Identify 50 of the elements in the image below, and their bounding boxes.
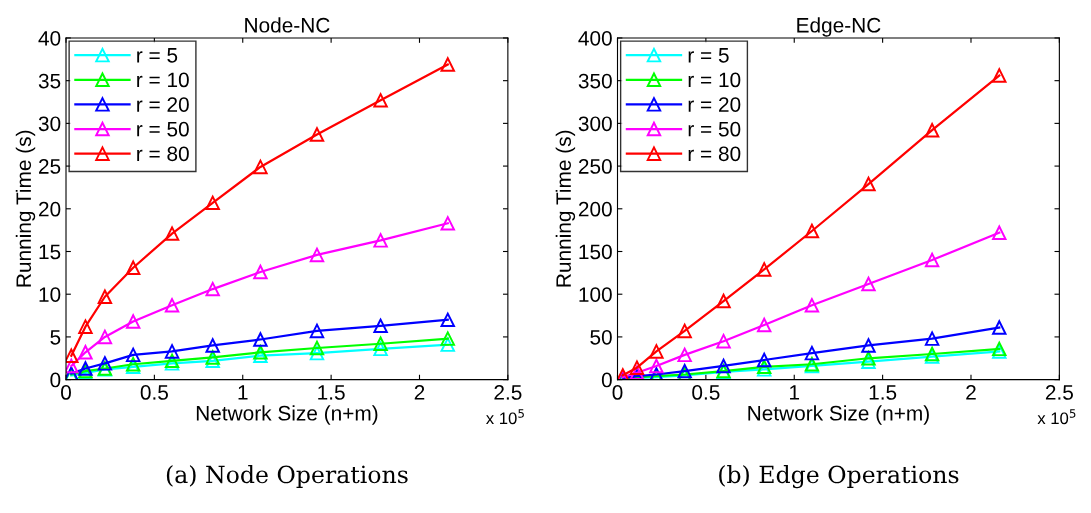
y-tick-label: 20: [39, 201, 61, 217]
y-tick-label: 200: [578, 201, 612, 217]
y-tick-label: 25: [39, 159, 61, 174]
x-tick-label: 1: [790, 385, 800, 400]
text: (a) Node Operations: [166, 465, 408, 488]
y-tick-label: 350: [578, 73, 612, 89]
x-tick-label: 2: [414, 385, 425, 400]
y-axis-title: Running Time (s): [15, 130, 36, 287]
y-tick-label: 400: [578, 30, 612, 46]
text: x 10$^{5}$: [1037, 409, 1076, 425]
x-tick-label: 1.5: [318, 385, 345, 400]
chart-title: Edge-NC: [797, 17, 881, 37]
legend-label: r = 10: [688, 72, 741, 88]
y-tick-label: 250: [578, 159, 612, 174]
legend-label: r = 50: [137, 121, 189, 137]
legend-label: r = 10: [137, 72, 189, 88]
x-tick-label: 0.5: [692, 385, 720, 400]
legend-label: r = 20: [688, 97, 741, 112]
legend-label: r = 50: [688, 121, 741, 137]
x-tick-label: 0: [612, 385, 623, 400]
x-axis-title: Network Size (n+m): [748, 405, 929, 425]
legend-label: r = 5: [688, 48, 729, 63]
y-tick-label: 30: [38, 116, 61, 132]
chart-title: Node-NC: [245, 17, 330, 33]
legend-label: r = 80: [688, 146, 741, 162]
y-tick-label: 0: [50, 372, 61, 388]
y-tick-label: 15: [39, 244, 61, 260]
x-tick-label: 1.5: [869, 385, 897, 400]
y-tick-label: 0: [601, 372, 612, 388]
y-tick-label: 300: [578, 116, 612, 132]
text: (b) Edge Operations: [719, 465, 959, 489]
y-tick-label: 10: [39, 287, 61, 302]
y-tick-label: 50: [590, 329, 612, 345]
y-tick-label: 5: [50, 330, 61, 345]
x-tick-label: 2.5: [1045, 385, 1073, 400]
legend-label: r = 20: [137, 97, 189, 112]
y-tick-label: 150: [579, 244, 612, 260]
y-tick-label: 100: [579, 287, 612, 302]
x-tick-label: 2: [966, 385, 976, 400]
legend-label: r = 5: [137, 48, 178, 63]
y-axis-title: Running Time (s): [555, 130, 576, 287]
x-tick-label: 1: [238, 385, 248, 400]
y-tick-label: 40: [38, 30, 61, 46]
text: x 10$^{5}$: [486, 409, 524, 425]
x-axis-title: Network Size (n+m): [196, 405, 378, 425]
legend-label: r = 80: [137, 146, 189, 162]
x-tick-label: 0.5: [140, 385, 168, 400]
y-tick-label: 35: [38, 73, 61, 89]
x-tick-label: 2.5: [494, 385, 522, 400]
x-tick-label: 0: [61, 385, 71, 400]
